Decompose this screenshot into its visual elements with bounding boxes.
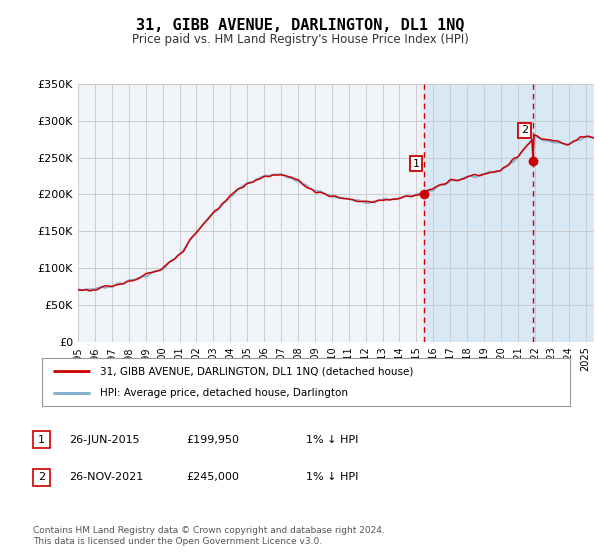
Text: 1% ↓ HPI: 1% ↓ HPI [306, 472, 358, 482]
Text: 31, GIBB AVENUE, DARLINGTON, DL1 1NQ (detached house): 31, GIBB AVENUE, DARLINGTON, DL1 1NQ (de… [100, 366, 413, 376]
Bar [424, 84, 600, 342]
Text: 2: 2 [521, 125, 528, 136]
Text: 26-JUN-2015: 26-JUN-2015 [69, 435, 140, 445]
Text: £199,950: £199,950 [186, 435, 239, 445]
Text: 1% ↓ HPI: 1% ↓ HPI [306, 435, 358, 445]
Text: £245,000: £245,000 [186, 472, 239, 482]
Text: 1: 1 [38, 435, 45, 445]
Text: 26-NOV-2021: 26-NOV-2021 [69, 472, 143, 482]
Text: 1: 1 [413, 158, 419, 169]
Text: 2: 2 [38, 472, 45, 482]
Text: 31, GIBB AVENUE, DARLINGTON, DL1 1NQ: 31, GIBB AVENUE, DARLINGTON, DL1 1NQ [136, 18, 464, 32]
Text: HPI: Average price, detached house, Darlington: HPI: Average price, detached house, Darl… [100, 388, 348, 398]
Text: Contains HM Land Registry data © Crown copyright and database right 2024.
This d: Contains HM Land Registry data © Crown c… [33, 526, 385, 546]
Text: Price paid vs. HM Land Registry's House Price Index (HPI): Price paid vs. HM Land Registry's House … [131, 32, 469, 46]
